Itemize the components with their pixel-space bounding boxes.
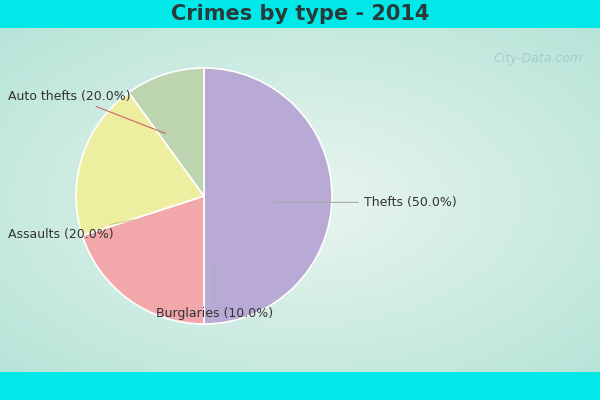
- Text: Auto thefts (20.0%): Auto thefts (20.0%): [8, 90, 166, 134]
- Wedge shape: [129, 68, 204, 196]
- Wedge shape: [82, 196, 204, 324]
- Text: Crimes by type - 2014: Crimes by type - 2014: [171, 4, 429, 24]
- Wedge shape: [204, 68, 332, 324]
- Wedge shape: [76, 92, 204, 236]
- Text: City-Data.com: City-Data.com: [493, 52, 582, 65]
- Text: Thefts (50.0%): Thefts (50.0%): [274, 196, 457, 209]
- Text: Burglaries (10.0%): Burglaries (10.0%): [155, 265, 273, 320]
- Text: Assaults (20.0%): Assaults (20.0%): [8, 220, 135, 241]
